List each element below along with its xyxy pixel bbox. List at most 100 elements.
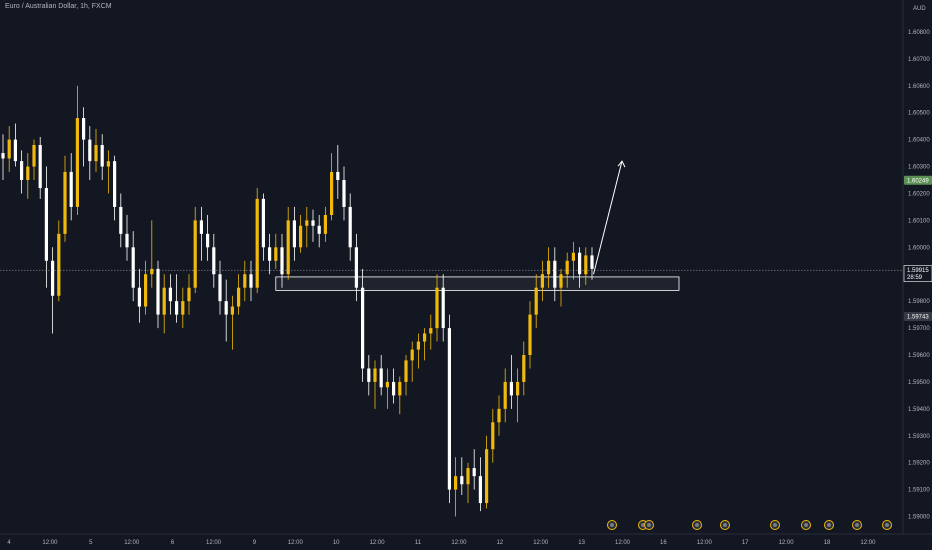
x-tick-label: 4 (7, 540, 11, 546)
y-tick-label: 1.60300 (908, 165, 930, 171)
candle-body (466, 468, 470, 485)
candle-body (286, 220, 290, 275)
candle-body (274, 247, 278, 261)
x-tick-label: 10 (333, 540, 340, 546)
y-tick-label: 1.60500 (908, 111, 930, 117)
x-tick-label: 12:00 (206, 540, 222, 546)
candle-body (193, 220, 197, 288)
candle-body (398, 381, 402, 396)
x-tick-label: 16 (660, 540, 667, 546)
candle-body (534, 287, 538, 315)
high-price-badge-bg (904, 175, 932, 185)
candle-body (478, 476, 482, 504)
y-tick-label: 1.59000 (908, 515, 930, 521)
candle-body (218, 274, 222, 302)
x-tick-label: 12:00 (779, 540, 795, 546)
candle-body (509, 381, 513, 396)
candle-body (317, 225, 321, 234)
candle-body (305, 220, 309, 226)
y-tick-label: 1.60100 (908, 218, 930, 224)
candle-body (280, 247, 284, 275)
y-tick-label: 1.59700 (908, 326, 930, 332)
candle-body (57, 233, 61, 296)
candle-body (578, 252, 582, 275)
candle-body (230, 306, 234, 315)
candle-body (181, 301, 185, 315)
time-axis: 4 12:00 5 12:00 6 12:00 9 12:00 10 12:00 11 12:00 12… (7, 540, 876, 546)
event-marker-dot (695, 523, 699, 527)
candle-body (69, 171, 73, 207)
candle-body (441, 287, 445, 329)
candle-body (565, 260, 569, 275)
candle-body (522, 355, 526, 382)
candle-body (75, 118, 79, 207)
candle-body (175, 301, 179, 315)
candle-body (491, 422, 495, 450)
candle-body (137, 287, 141, 307)
candle-body (38, 145, 42, 189)
candle-body (342, 180, 346, 207)
x-tick-label: 12:00 (533, 540, 549, 546)
x-tick-label: 12:00 (451, 540, 467, 546)
x-tick-label: 12:00 (288, 540, 304, 546)
candle-body (348, 206, 352, 248)
low-price-badge-bg (904, 312, 932, 321)
low-price-badge: 1.59743 (907, 315, 929, 321)
candle-body (88, 139, 92, 162)
candle-body (416, 341, 420, 350)
event-marker-dot (855, 523, 859, 527)
x-tick-label: 5 (89, 540, 93, 546)
x-tick-label: 12 (496, 540, 503, 546)
x-tick-label: 12:00 (42, 540, 58, 546)
x-tick-label: 12:00 (124, 540, 140, 546)
y-tick-label: 1.60200 (908, 191, 930, 197)
candle-body (336, 171, 340, 180)
support-zone (275, 276, 680, 291)
candle-body (460, 476, 464, 485)
candle-body (94, 145, 98, 162)
candle-body (497, 408, 501, 423)
event-markers[interactable] (607, 520, 892, 530)
currency-label: AUD (913, 6, 926, 12)
current-price-badge: 1.59915 (907, 268, 929, 274)
x-tick-label: 12:00 (615, 540, 631, 546)
candle-body (423, 333, 427, 342)
event-marker-dot (647, 523, 651, 527)
candle-body (385, 381, 389, 388)
x-tick-label: 13 (578, 540, 585, 546)
candle-body (454, 476, 458, 490)
candle-body (485, 449, 489, 504)
candle-body (162, 287, 166, 315)
candle-body (540, 274, 544, 288)
candle-body (13, 139, 17, 162)
support-zone-layer (275, 276, 680, 291)
candle-body (435, 287, 439, 329)
candle-body (553, 260, 557, 288)
chart-title: Euro / Australian Dollar, 1h, FXCM (5, 3, 112, 10)
event-marker-dot (641, 523, 645, 527)
high-price-badge: 1.60249 (907, 178, 929, 184)
candle-body (590, 255, 594, 269)
candle-body (261, 198, 265, 248)
candle-body (168, 287, 172, 302)
candle-body (119, 206, 123, 234)
candle-body (472, 468, 476, 477)
candle-body (571, 252, 575, 261)
candle-body (131, 247, 135, 288)
candle-body (125, 233, 129, 248)
x-tick-label: 12:00 (370, 540, 386, 546)
candle-body (528, 314, 532, 355)
candle-body (429, 328, 433, 334)
projection-arrowhead (617, 160, 626, 168)
candle-body (354, 247, 358, 288)
y-tick-label: 1.60800 (908, 30, 930, 36)
candle-body (144, 274, 148, 307)
candle-body (7, 139, 11, 159)
candle-body (255, 198, 259, 288)
candle-body (150, 268, 154, 275)
candle-body (410, 349, 414, 361)
y-tick-label: 1.59300 (908, 434, 930, 440)
candle-body (447, 328, 451, 490)
